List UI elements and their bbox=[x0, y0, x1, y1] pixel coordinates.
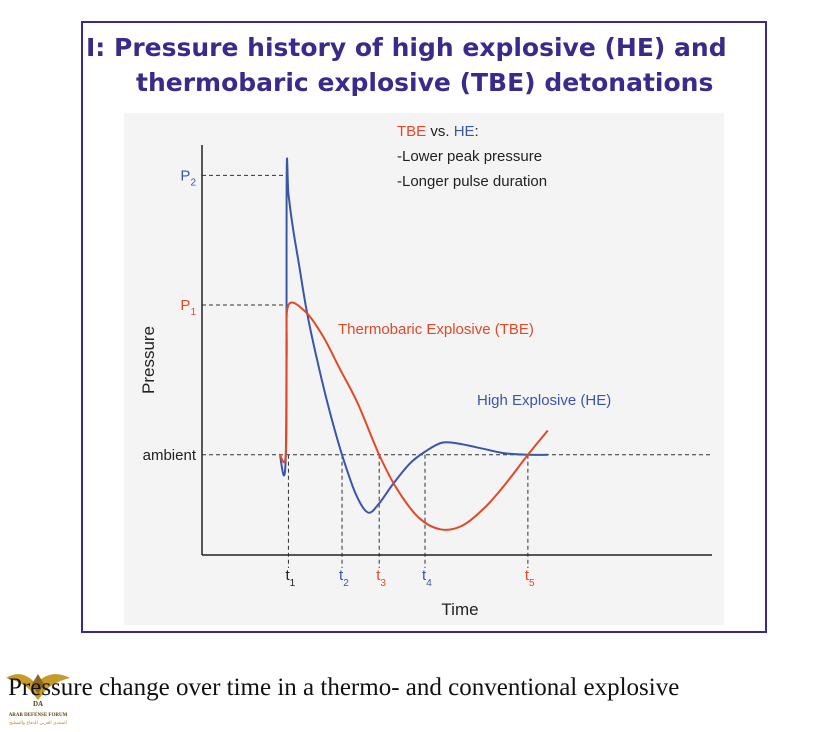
level-label-main-0: P bbox=[180, 167, 190, 184]
tick-label-main-1: t bbox=[339, 567, 344, 584]
tick-label-sub-4: 5 bbox=[529, 578, 535, 589]
level-label-0: P2 bbox=[180, 167, 196, 188]
chart-title: I: Pressure history of high explosive (H… bbox=[86, 30, 766, 100]
plot-background bbox=[124, 113, 724, 625]
dashed-guides bbox=[202, 174, 712, 568]
level-label-main-2: ambient bbox=[143, 447, 197, 464]
y-axis-label: Pressure bbox=[139, 326, 158, 394]
legend-header: TBE vs. HE: bbox=[397, 123, 479, 140]
tick-label-0: t1 bbox=[285, 567, 295, 589]
tick-label-1: t2 bbox=[339, 567, 349, 589]
logo-text-ar: المنتدى العربي للدفاع والتسليح bbox=[9, 721, 67, 726]
level-label-2: ambient bbox=[143, 447, 197, 464]
x-tick-labels: t1 t2 t3 t4 t5 bbox=[285, 567, 535, 589]
he-series-label: High Explosive (HE) bbox=[477, 392, 611, 409]
x-axis-label: Time bbox=[441, 600, 478, 619]
series-layer bbox=[278, 157, 549, 531]
legend-vs: vs. bbox=[426, 123, 454, 140]
legend-colon: : bbox=[475, 123, 479, 140]
tick-label-main-4: t bbox=[525, 567, 530, 584]
tick-label-3: t4 bbox=[422, 567, 432, 589]
level-label-sub-0: 2 bbox=[190, 177, 196, 188]
tick-label-sub-3: 4 bbox=[426, 578, 432, 589]
forum-logo: DA ARAB DEFENSE FORUM المنتدى العربي للد… bbox=[6, 674, 70, 726]
tick-label-sub-2: 3 bbox=[380, 578, 386, 589]
tick-label-2: t3 bbox=[376, 567, 386, 589]
note-lower-peak: -Lower peak pressure bbox=[397, 148, 542, 165]
series-line-he bbox=[278, 157, 548, 514]
figure-caption: Pressure change over time in a thermo- a… bbox=[8, 674, 680, 701]
tick-label-main-3: t bbox=[422, 567, 427, 584]
tbe-series-label: Thermobaric Explosive (TBE) bbox=[338, 321, 534, 338]
legend-tbe: TBE bbox=[397, 123, 426, 140]
legend-he: HE bbox=[454, 123, 475, 140]
tick-label-main-0: t bbox=[285, 567, 290, 584]
tick-label-sub-0: 1 bbox=[290, 578, 296, 589]
level-label-sub-1: 1 bbox=[190, 307, 196, 318]
logo-initials: DA bbox=[33, 700, 43, 708]
level-label-main-1: P bbox=[180, 297, 190, 314]
note-longer-pulse: -Longer pulse duration bbox=[397, 173, 547, 190]
axes bbox=[201, 145, 712, 556]
level-label-1: P1 bbox=[180, 297, 196, 318]
tick-label-sub-1: 2 bbox=[343, 578, 349, 589]
tick-label-4: t5 bbox=[525, 567, 535, 589]
chart-title-line2: thermobaric explosive (TBE) detonations bbox=[136, 68, 714, 97]
chart-title-line1: I: Pressure history of high explosive (H… bbox=[86, 33, 727, 62]
tick-label-main-2: t bbox=[376, 567, 381, 584]
series-line-tbe bbox=[278, 301, 549, 531]
logo-text-en: ARAB DEFENSE FORUM bbox=[9, 713, 68, 718]
